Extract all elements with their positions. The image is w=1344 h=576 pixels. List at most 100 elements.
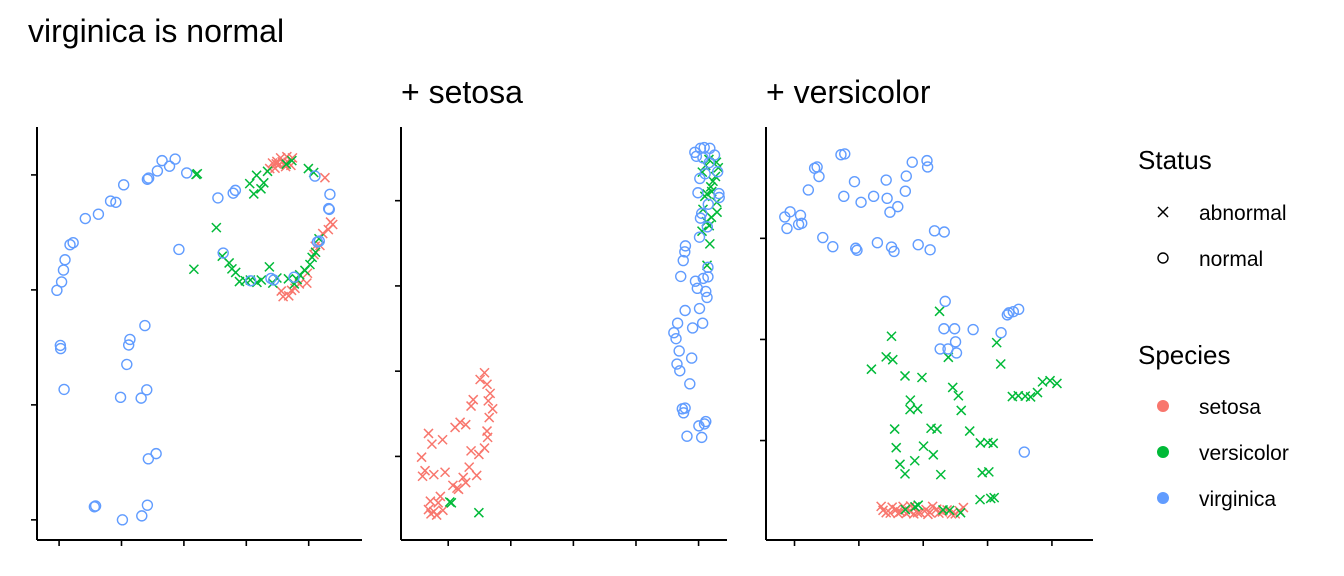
point-virginica-normal (324, 188, 336, 201)
point-setosa-abnormal (458, 472, 469, 483)
point-virginica-normal (802, 184, 815, 196)
point-setosa-abnormal (484, 412, 495, 423)
point-setosa-abnormal (301, 278, 312, 289)
point-setosa-abnormal (451, 483, 462, 494)
point-versicolor-abnormal (910, 501, 921, 512)
point-setosa-abnormal (420, 465, 431, 476)
point-versicolor-abnormal (191, 169, 202, 180)
point-virginica-normal (110, 196, 122, 208)
point-virginica-normal (689, 275, 702, 287)
point-virginica-normal (694, 172, 706, 185)
point-virginica-normal (229, 184, 242, 197)
point-versicolor-abnormal (713, 162, 724, 173)
point-versicolor-abnormal (304, 259, 315, 270)
point-virginica-normal (156, 154, 168, 167)
point-versicolor-abnormal (308, 167, 319, 178)
point-virginica-normal (323, 203, 335, 216)
point-virginica-normal (139, 319, 151, 332)
point-versicolor-abnormal (934, 306, 945, 317)
point-setosa-abnormal (927, 501, 938, 512)
point-virginica-normal (670, 332, 682, 345)
point-virginica-normal (928, 225, 941, 237)
point-versicolor-abnormal (985, 493, 996, 504)
point-virginica-normal (674, 365, 686, 377)
point-setosa-abnormal (485, 388, 496, 399)
point-virginica-normal (1012, 303, 1025, 316)
point-virginica-normal (693, 420, 705, 432)
point-versicolor-abnormal (944, 505, 955, 516)
point-versicolor-abnormal (995, 358, 1006, 370)
point-virginica-normal (679, 246, 691, 258)
point-virginica-normal (673, 345, 685, 357)
point-virginica-normal (121, 358, 133, 371)
panel-2-subtitle: + setosa (401, 74, 523, 110)
point-virginica-normal (135, 392, 147, 404)
point-virginica-normal (89, 500, 102, 512)
point-virginica-normal (694, 212, 707, 224)
panel-3: + versicolor (760, 74, 1093, 546)
point-virginica-normal (881, 192, 893, 205)
point-virginica-normal (949, 336, 962, 348)
point-virginica-normal (702, 198, 714, 210)
point-setosa-abnormal (271, 156, 282, 167)
point-virginica-normal (677, 407, 690, 419)
chart-title: virginica is normal (28, 13, 284, 49)
point-virginica-normal (54, 339, 67, 352)
point-versicolor-abnormal (1051, 378, 1062, 389)
point-versicolor-abnormal (262, 166, 273, 177)
point-versicolor-abnormal (913, 500, 924, 511)
legend-species-setosa: setosa (1157, 396, 1261, 419)
point-versicolor-abnormal (696, 226, 708, 237)
point-virginica-normal (141, 384, 153, 396)
point-setosa-abnormal (481, 379, 493, 390)
point-setosa-abnormal (431, 510, 442, 521)
point-versicolor-abnormal (905, 404, 916, 415)
point-virginica-normal (55, 276, 68, 288)
point-versicolor-abnormal (248, 188, 259, 199)
point-virginica-normal (781, 222, 793, 235)
legend-status-normal: normal (1157, 248, 1263, 271)
point-virginica-normal (150, 447, 162, 460)
point-virginica-normal (679, 240, 692, 252)
point-virginica-normal (817, 231, 829, 244)
point-versicolor-abnormal (900, 504, 911, 515)
point-setosa-abnormal (455, 417, 466, 428)
point-virginica-normal (697, 272, 709, 285)
point-virginica-normal (703, 156, 715, 169)
legend-species-versicolor-label: versicolor (1199, 442, 1289, 465)
point-virginica-normal (685, 352, 698, 364)
point-versicolor-abnormal (234, 276, 245, 287)
panel-2-points (416, 141, 725, 521)
point-versicolor-abnormal (928, 449, 939, 460)
legend: Status abnormal normal Species setosa ve… (1138, 145, 1289, 511)
point-setosa-abnormal (483, 395, 494, 406)
point-setosa-abnormal (416, 452, 427, 463)
point-setosa-abnormal (323, 224, 334, 235)
point-virginica-normal (850, 242, 862, 254)
point-versicolor-abnormal (310, 247, 321, 258)
legend-species-title: Species (1138, 340, 1231, 370)
point-versicolor-abnormal (989, 492, 1000, 503)
panels: + setosa + versicolor (31, 74, 1093, 546)
point-virginica-normal (681, 430, 693, 442)
point-virginica-normal (104, 195, 117, 207)
point-versicolor-abnormal (704, 238, 715, 249)
point-versicolor-abnormal (446, 497, 457, 508)
point-versicolor-abnormal (891, 442, 902, 453)
point-virginica-normal (67, 237, 79, 249)
point-virginica-normal (892, 200, 904, 213)
point-virginica-normal (690, 150, 703, 162)
point-setosa-abnormal (464, 462, 475, 473)
point-virginica-normal (116, 514, 129, 526)
point-virginica-normal (921, 154, 933, 167)
point-versicolor-abnormal (707, 176, 718, 187)
legend-setosa-dot (1157, 400, 1169, 412)
point-virginica-normal (1001, 309, 1014, 321)
point-versicolor-abnormal (712, 207, 723, 218)
point-setosa-abnormal (283, 290, 294, 301)
point-virginica-normal (114, 391, 127, 404)
point-virginica-normal (948, 323, 961, 335)
point-versicolor-abnormal (932, 424, 943, 435)
point-virginica-normal (855, 196, 867, 208)
point-virginica-normal (58, 383, 70, 396)
